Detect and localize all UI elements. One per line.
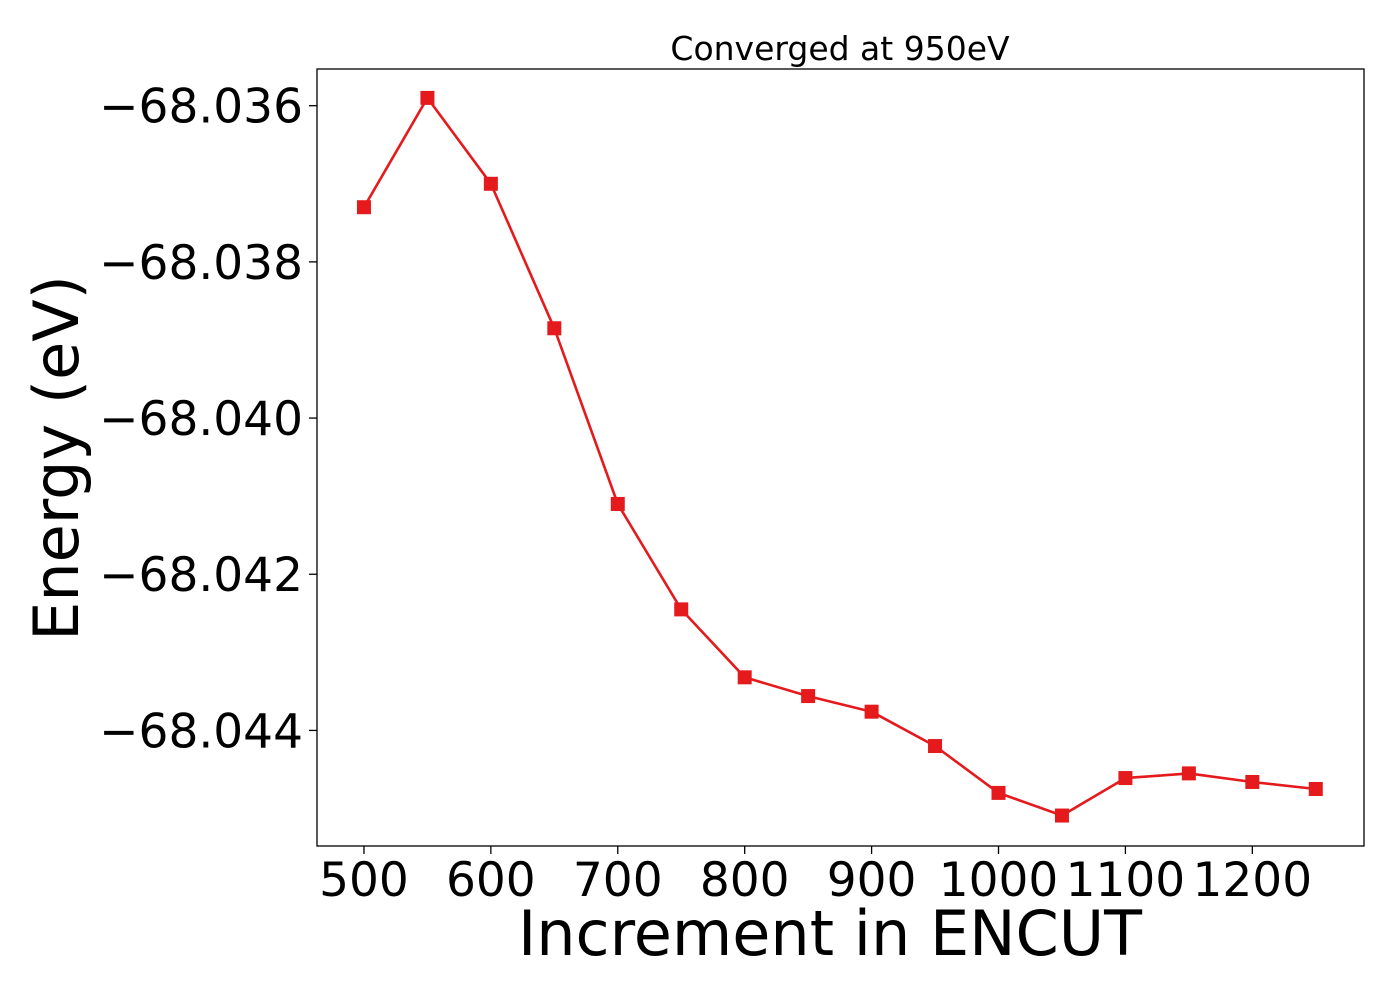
data-point-marker [420, 90, 435, 105]
data-point-marker [483, 176, 498, 191]
x-tick-label: 900 [827, 853, 917, 908]
y-tick-label: −68.036 [99, 80, 303, 135]
x-tick-label: 500 [319, 853, 409, 908]
data-point-marker [1054, 808, 1069, 823]
y-tick-label: −68.040 [99, 392, 303, 447]
data-point-marker [610, 496, 625, 511]
y-axis: −68.036 −68.038 −68.040 −68.042 −68.044 [99, 80, 317, 759]
y-tick-label: −68.042 [99, 548, 303, 603]
data-point-marker [801, 689, 816, 704]
data-point-marker [991, 785, 1006, 800]
series-line [362, 96, 1316, 817]
data-point-marker [356, 200, 371, 215]
y-axis-title: Energy (eV) [20, 275, 93, 641]
x-tick-label: 600 [446, 853, 536, 908]
data-point-marker [928, 739, 943, 754]
x-tick-label: 1100 [1066, 853, 1186, 908]
data-point-marker [1181, 766, 1196, 781]
x-tick-label: 800 [700, 853, 790, 908]
x-tick-label: 1000 [939, 853, 1059, 908]
data-point-marker [1308, 781, 1323, 796]
data-point-marker [864, 704, 879, 719]
x-tick-label: 700 [573, 853, 663, 908]
data-point-marker [737, 670, 752, 685]
data-point-marker [1245, 774, 1260, 789]
y-tick-label: −68.038 [99, 236, 303, 291]
x-axis-title: Increment in ENCUT [518, 897, 1143, 970]
data-point-marker [674, 602, 689, 617]
x-tick-label: 1200 [1193, 853, 1313, 908]
plot-frame [316, 68, 1365, 847]
plot-area [356, 90, 1323, 823]
chart-title: Converged at 950eV [670, 29, 1010, 68]
data-point-marker [1118, 771, 1133, 786]
x-axis: 500 600 700 800 900 1000 1100 1200 [319, 846, 1312, 908]
data-point-marker [547, 321, 562, 336]
y-tick-label: −68.044 [99, 704, 303, 759]
